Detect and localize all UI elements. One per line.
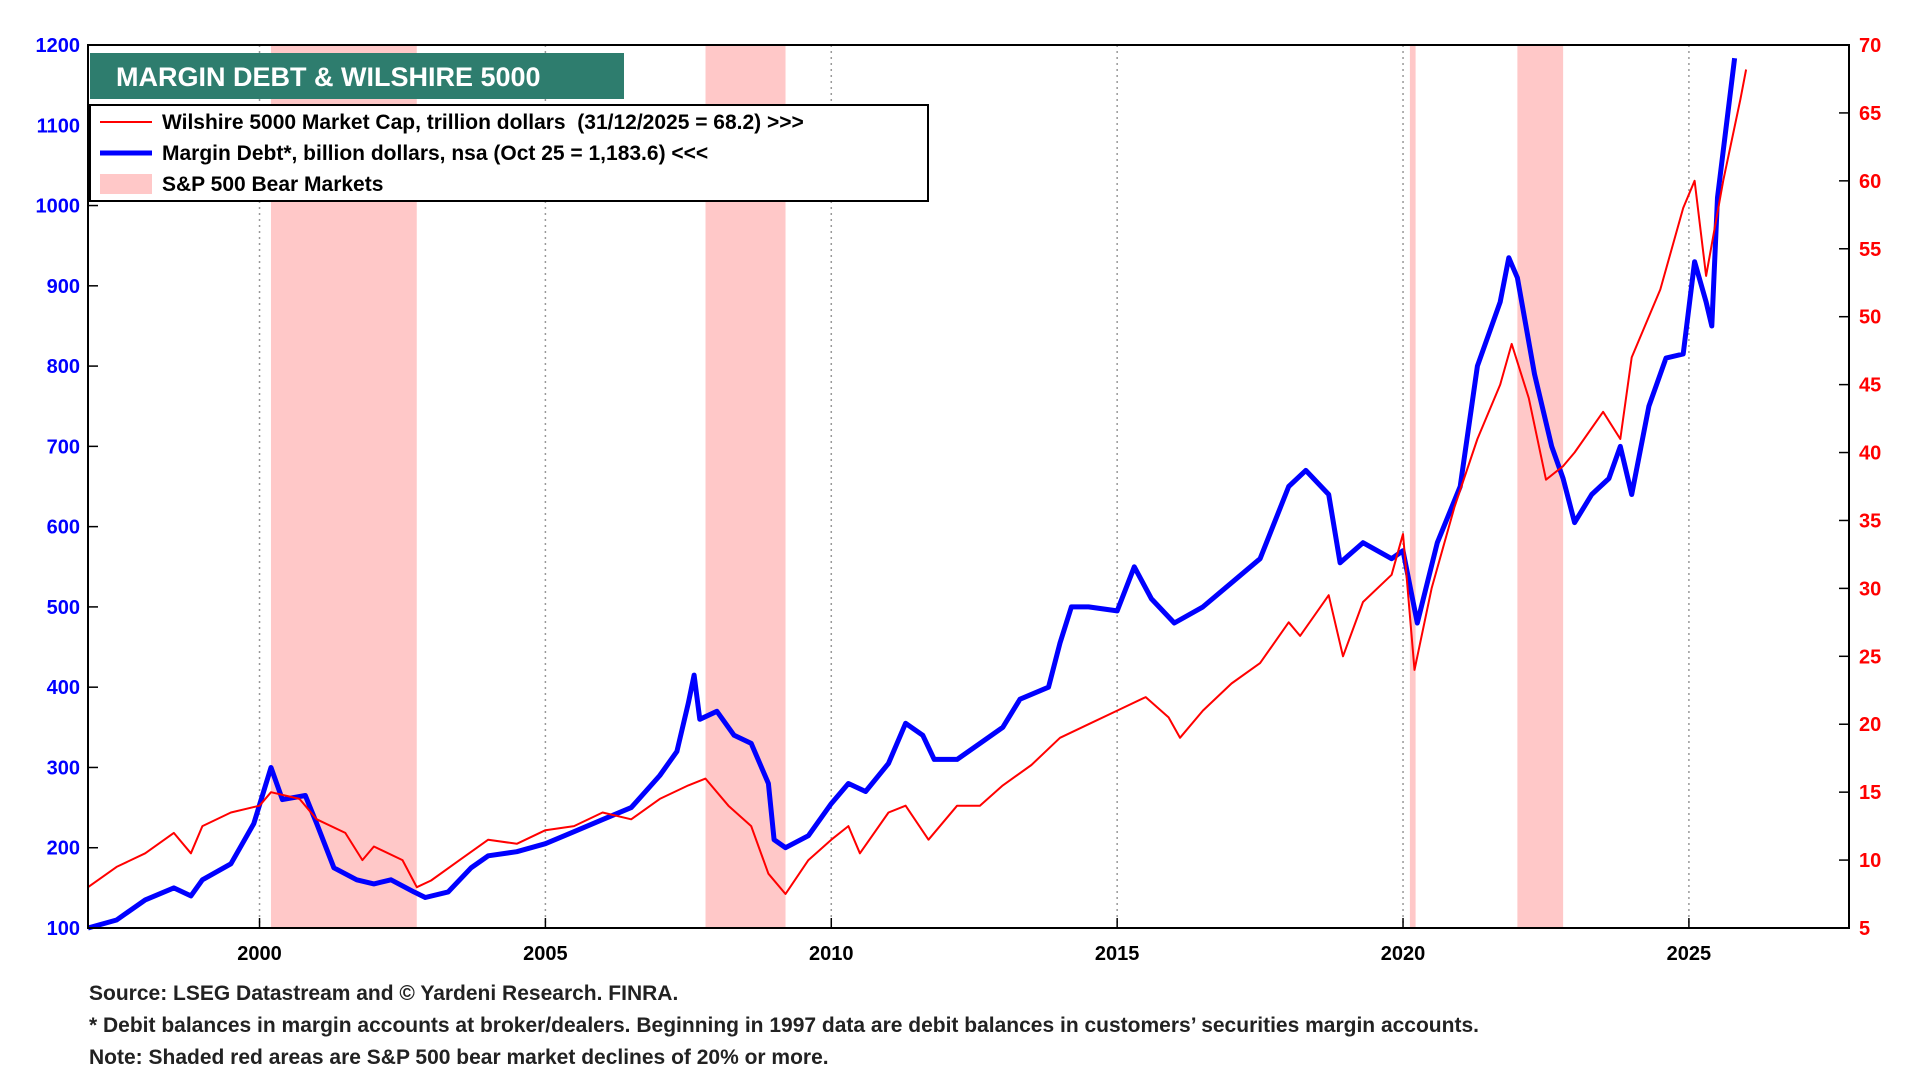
footnote: Note: Shaded red areas are S&P 500 bear … <box>89 1046 829 1069</box>
y2-tick-label: 55 <box>1859 239 1881 261</box>
x-tick-label: 2025 <box>1667 943 1712 965</box>
y-tick-label: 600 <box>47 517 80 539</box>
legend-label: Margin Debt*, billion dollars, nsa (Oct … <box>162 142 708 165</box>
legend-swatch <box>100 174 152 194</box>
y2-tick-label: 70 <box>1859 35 1881 57</box>
y2-tick-label: 20 <box>1859 714 1881 736</box>
legend-label: S&P 500 Bear Markets <box>162 173 383 196</box>
y2-tick-label: 10 <box>1859 850 1881 872</box>
y-tick-label: 1100 <box>37 115 80 137</box>
y2-tick-label: 5 <box>1859 918 1870 940</box>
y2-tick-label: 15 <box>1859 782 1881 804</box>
y-tick-label: 700 <box>47 436 80 458</box>
x-tick-label: 2005 <box>523 943 568 965</box>
y-tick-label: 1000 <box>36 196 81 218</box>
y-tick-label: 800 <box>47 356 80 378</box>
y2-tick-label: 45 <box>1859 375 1881 397</box>
footnote: * Debit balances in margin accounts at b… <box>89 1014 1479 1037</box>
legend-box <box>89 104 929 202</box>
y-tick-label: 300 <box>47 757 80 779</box>
x-tick-label: 2010 <box>809 943 854 965</box>
bear-market-band <box>1409 45 1416 928</box>
series-line <box>87 69 1748 895</box>
footnote: Source: LSEG Datastream and © Yardeni Re… <box>89 982 678 1005</box>
y-tick-label: 100 <box>47 918 80 940</box>
y-tick-label: 900 <box>47 276 80 298</box>
y2-tick-label: 35 <box>1859 510 1881 532</box>
y-tick-label: 400 <box>47 677 80 699</box>
y2-tick-label: 65 <box>1859 103 1881 125</box>
x-tick-label: 2015 <box>1095 943 1140 965</box>
y-tick-label: 1200 <box>36 35 81 57</box>
y2-tick-label: 50 <box>1859 307 1881 329</box>
title-box <box>90 53 624 99</box>
chart-title: MARGIN DEBT & WILSHIRE 5000 <box>116 62 541 92</box>
legend-label: Wilshire 5000 Market Cap, trillion dolla… <box>162 111 804 134</box>
plot-frame <box>87 44 1850 929</box>
x-tick-label: 2000 <box>237 943 282 965</box>
y2-tick-label: 25 <box>1859 646 1881 668</box>
series-line <box>87 57 1738 931</box>
x-tick-label: 2020 <box>1381 943 1426 965</box>
y-tick-label: 200 <box>47 838 80 860</box>
y2-tick-label: 30 <box>1859 578 1881 600</box>
bear-market-band <box>1517 45 1564 928</box>
y2-tick-label: 60 <box>1859 171 1881 193</box>
y-tick-label: 500 <box>47 597 80 619</box>
y2-tick-label: 40 <box>1859 443 1881 465</box>
